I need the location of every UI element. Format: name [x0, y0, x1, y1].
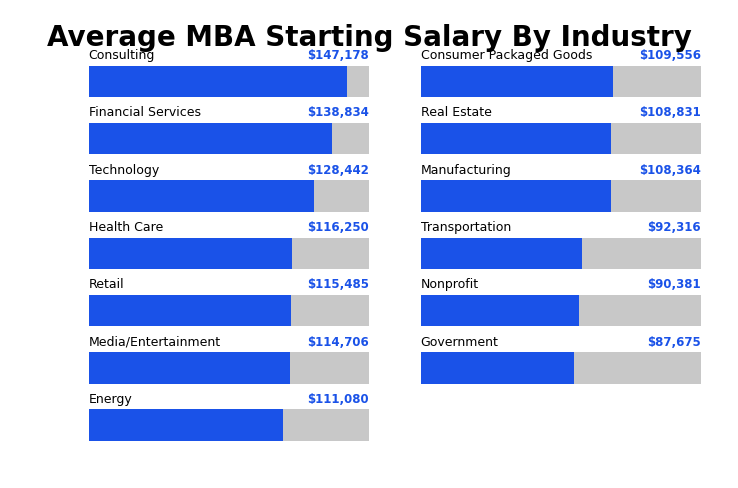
Text: Transportation: Transportation [421, 221, 511, 233]
Bar [421, 124, 701, 155]
Bar [89, 181, 369, 212]
Text: $108,831: $108,831 [639, 106, 701, 119]
Text: Average MBA Starting Salary By Industry: Average MBA Starting Salary By Industry [46, 24, 692, 52]
Text: $128,442: $128,442 [307, 163, 369, 176]
Bar [89, 238, 369, 269]
Bar [89, 295, 369, 326]
Bar [421, 238, 701, 269]
Text: $109,556: $109,556 [639, 49, 701, 62]
Text: Government: Government [421, 335, 499, 348]
Text: $114,706: $114,706 [307, 335, 369, 348]
Text: Energy: Energy [89, 392, 132, 405]
Bar [89, 181, 314, 212]
Text: $116,250: $116,250 [307, 221, 369, 233]
Bar [421, 295, 579, 326]
Bar [89, 352, 369, 384]
Text: $115,485: $115,485 [307, 278, 369, 291]
Bar [89, 409, 283, 441]
Text: Real Estate: Real Estate [421, 106, 492, 119]
Bar [421, 66, 701, 98]
Bar [421, 66, 613, 98]
Bar [89, 66, 369, 98]
Bar [89, 238, 292, 269]
Bar [421, 295, 701, 326]
Text: $108,364: $108,364 [639, 163, 701, 176]
Text: Financial Services: Financial Services [89, 106, 201, 119]
Bar [89, 124, 369, 155]
Text: $147,178: $147,178 [307, 49, 369, 62]
Bar [89, 409, 369, 441]
Bar [89, 66, 347, 98]
Text: Nonprofit: Nonprofit [421, 278, 479, 291]
Bar [421, 238, 582, 269]
Bar [89, 352, 289, 384]
Bar [89, 124, 332, 155]
Text: Health Care: Health Care [89, 221, 163, 233]
Text: $138,834: $138,834 [307, 106, 369, 119]
Text: $92,316: $92,316 [647, 221, 701, 233]
Bar [421, 181, 701, 212]
Text: Media/Entertainment: Media/Entertainment [89, 335, 221, 348]
Text: $87,675: $87,675 [647, 335, 701, 348]
Bar [421, 124, 611, 155]
Bar [421, 181, 610, 212]
Text: Consulting: Consulting [89, 49, 155, 62]
Bar [421, 352, 701, 384]
Text: Manufacturing: Manufacturing [421, 163, 511, 176]
Bar [89, 295, 291, 326]
Text: $90,381: $90,381 [647, 278, 701, 291]
Text: Technology: Technology [89, 163, 159, 176]
Text: Consumer Packaged Goods: Consumer Packaged Goods [421, 49, 592, 62]
Text: Retail: Retail [89, 278, 124, 291]
Text: $111,080: $111,080 [307, 392, 369, 405]
Bar [421, 352, 574, 384]
